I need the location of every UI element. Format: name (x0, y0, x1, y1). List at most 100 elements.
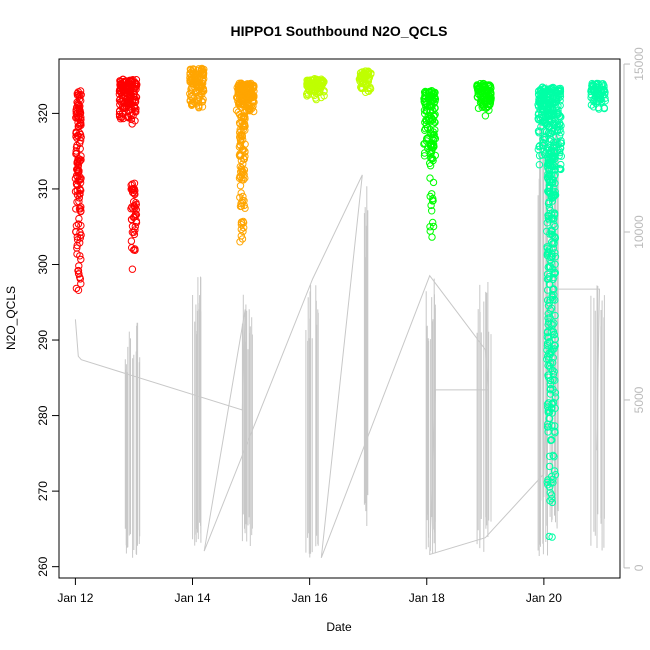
x-tick-label: Jan 18 (409, 591, 445, 605)
n2o-points (71, 64, 609, 541)
data-point (132, 76, 141, 84)
data-point (550, 215, 558, 223)
data-point (238, 89, 246, 98)
data-point (474, 104, 483, 112)
data-point (76, 119, 85, 127)
series-springgreen (534, 79, 609, 541)
data-point (486, 99, 494, 108)
data-point (237, 164, 246, 172)
data-point (237, 202, 246, 210)
data-point (240, 224, 248, 232)
x-tick-label: Jan 20 (526, 591, 562, 605)
data-point (552, 141, 560, 150)
data-point (546, 118, 555, 126)
data-point (544, 399, 553, 407)
data-point (195, 91, 203, 100)
data-point (539, 142, 548, 150)
data-point (128, 265, 137, 273)
data-point (545, 263, 554, 271)
data-point (551, 191, 559, 199)
data-point (538, 89, 547, 97)
x-tick-label: Jan 16 (292, 591, 328, 605)
data-point (77, 255, 85, 264)
data-point (549, 275, 557, 284)
data-point (547, 259, 555, 267)
data-point (545, 408, 554, 416)
data-point (186, 90, 194, 98)
data-point (424, 88, 432, 96)
data-point (237, 127, 245, 135)
data-point (487, 84, 495, 92)
data-point (546, 497, 554, 505)
plot-frame (58, 58, 621, 579)
data-point (244, 100, 252, 109)
data-point (545, 160, 553, 169)
data-point (244, 85, 252, 93)
y-tick-label: 260 (36, 556, 50, 576)
series-orange (186, 64, 258, 246)
data-point (551, 165, 559, 173)
data-point (426, 174, 434, 182)
data-point (74, 90, 83, 99)
altitude-burst (241, 294, 253, 546)
data-point (119, 75, 127, 84)
data-point (192, 82, 201, 90)
data-point (129, 188, 137, 197)
data-point (428, 207, 436, 215)
data-point (236, 193, 244, 202)
data-point (550, 467, 559, 475)
data-point (544, 334, 553, 342)
data-point (550, 453, 558, 461)
altitude-track (74, 84, 605, 558)
data-point (130, 198, 138, 206)
data-point (550, 368, 558, 376)
data-point (235, 143, 244, 151)
data-point (236, 152, 244, 160)
data-point (76, 252, 84, 260)
data-point (188, 78, 197, 86)
data-point (426, 227, 434, 235)
data-point (124, 100, 132, 108)
data-point (428, 197, 437, 205)
data-point (237, 219, 246, 227)
data-point (74, 157, 82, 165)
data-point (237, 131, 245, 139)
data-point (187, 99, 196, 108)
data-point (429, 218, 437, 227)
data-point (545, 452, 554, 460)
altitude-path (74, 174, 601, 558)
data-point (544, 170, 552, 178)
series-yellowgreen (303, 67, 375, 104)
data-point (589, 103, 598, 111)
data-point (73, 244, 81, 252)
data-point (478, 99, 486, 108)
data-point (548, 366, 557, 374)
y-tick-label: 300 (36, 254, 50, 274)
data-point (241, 113, 249, 122)
data-point (303, 90, 311, 99)
data-point (544, 320, 552, 329)
data-point (549, 321, 557, 329)
data-point (545, 532, 553, 541)
data-point (545, 165, 553, 174)
data-point (486, 89, 495, 97)
data-point (72, 150, 80, 158)
data-point (550, 240, 558, 248)
data-point (75, 214, 83, 223)
data-point (237, 135, 245, 143)
data-point (547, 157, 556, 165)
data-point (429, 178, 438, 187)
data-point (549, 398, 558, 407)
data-point (189, 68, 197, 76)
data-point (431, 104, 439, 112)
data-point (544, 123, 553, 131)
data-point (132, 80, 141, 88)
data-point (117, 113, 126, 122)
data-point (592, 80, 600, 88)
right-tick-label: 5000 (632, 386, 646, 413)
data-point (535, 161, 544, 169)
altitude-burst (363, 186, 369, 526)
data-point (237, 189, 245, 197)
data-point (543, 270, 552, 278)
data-point (538, 83, 547, 91)
